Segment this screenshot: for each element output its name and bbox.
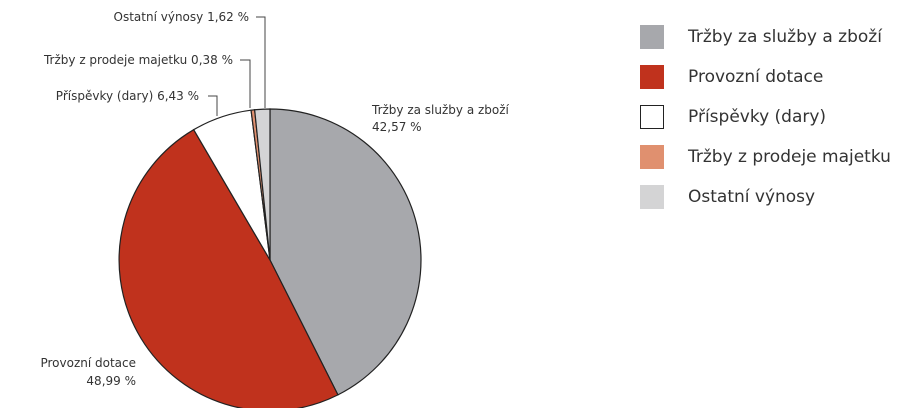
slice-label-ostatni-vynosy: Ostatní výnosy 1,62 % [114,10,249,24]
pie-slice-0 [269,108,422,396]
legend-swatch [640,65,664,89]
slice-label-trzby-prodej-majetku: Tržby z prodeje majetku 0,38 % [43,53,233,67]
slice-label-trzby-sluzby-name: Tržby za služby a zboží [371,103,510,117]
leader-line-prodej [240,59,251,108]
pie-slice-4 [254,108,271,261]
legend-swatch [640,145,664,169]
leader-line-ostatni [256,16,266,108]
slice-label-provozni-dotace-name: Provozní dotace [40,356,136,370]
leader-line-prispevky [208,95,218,116]
legend-label: Tržby za služby a zboží [688,27,882,47]
pie-slices [118,108,422,408]
legend-item-prispevky: Příspěvky (dary) [640,97,891,137]
legend: Tržby za služby a zboží Provozní dotace … [640,17,891,217]
legend-swatch [640,105,664,129]
legend-item-trzby-sluzby: Tržby za služby a zboží [640,17,891,57]
pie-slice-1 [118,128,339,408]
slice-label-prispevky: Příspěvky (dary) 6,43 % [56,89,199,103]
leader-lines [208,16,266,116]
legend-swatch [640,25,664,49]
legend-item-trzby-prodej-majetku: Tržby z prodeje majetku [640,137,891,177]
slice-labels: Tržby za služby a zboží 42,57 % Provozní… [40,10,509,388]
legend-swatch [640,185,664,209]
slice-label-trzby-sluzby-value: 42,57 % [372,120,422,134]
legend-label: Ostatní výnosy [688,187,816,207]
legend-label: Provozní dotace [688,67,824,87]
legend-label: Příspěvky (dary) [688,107,827,127]
legend-item-provozni-dotace: Provozní dotace [640,57,891,97]
slice-label-provozni-dotace-value: 48,99 % [86,374,136,388]
legend-item-ostatni-vynosy: Ostatní výnosy [640,177,891,217]
legend-label: Tržby z prodeje majetku [688,147,891,167]
